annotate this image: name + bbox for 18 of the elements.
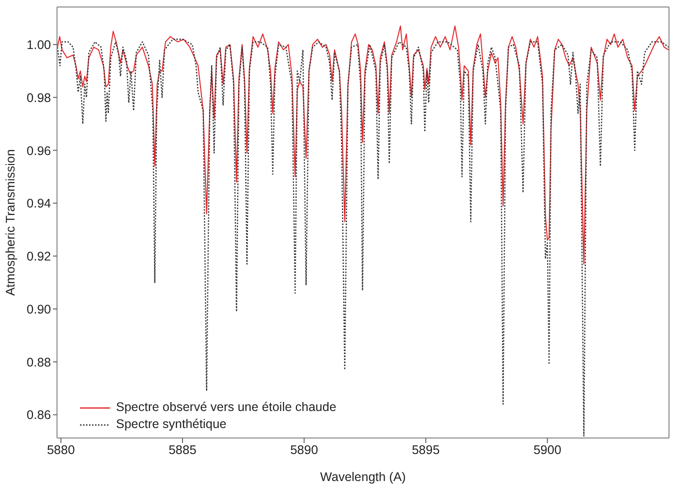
line-series — [57, 26, 669, 265]
y-axis-title: Atmospheric Transmission — [3, 149, 18, 296]
y-tick-label: 0.98 — [26, 90, 52, 105]
y-tick-label: 0.90 — [26, 302, 52, 316]
y-tick-label: 0.94 — [26, 196, 52, 211]
x-tick-label: 5880 — [46, 442, 75, 457]
legend-label: Spectre synthétique — [116, 416, 226, 433]
y-tick-label: 1.00 — [26, 38, 52, 52]
y-tick-label: 0.88 — [26, 355, 52, 370]
x-tick-label: 5890 — [290, 442, 318, 457]
x-tick-label: 5895 — [412, 442, 440, 457]
x-axis-title: Wavelength (A) — [320, 470, 406, 484]
y-tick-label: 0.86 — [26, 408, 52, 422]
y-tick-label: 0.92 — [26, 250, 52, 264]
legend-label: Spectre observé vers une étoile chaude — [116, 399, 336, 416]
x-tick-label: 5900 — [533, 442, 562, 457]
y-tick-label: 0.96 — [26, 144, 52, 158]
x-tick-label: 5885 — [168, 442, 196, 457]
